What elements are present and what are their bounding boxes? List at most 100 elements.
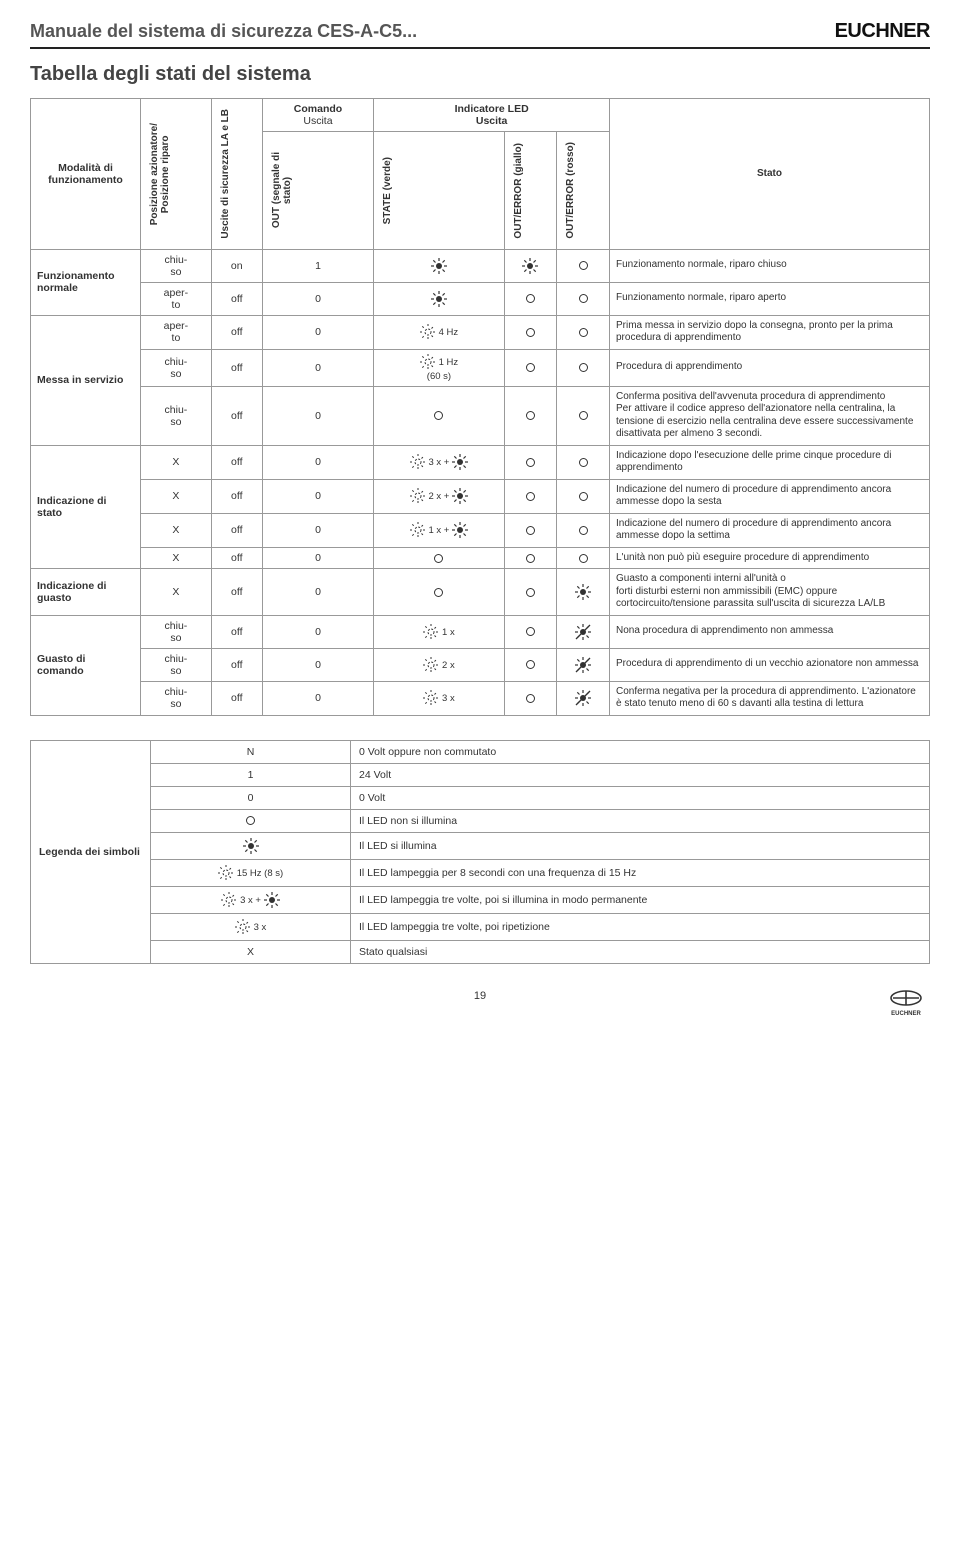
led-off-icon [526, 526, 535, 535]
cell-state-verde [374, 386, 504, 445]
led-off-icon [526, 492, 535, 501]
mode-cell: Guasto di comando [31, 615, 141, 715]
cell-giallo [504, 569, 557, 616]
col-posizione: Posizione azionatore/Posizione riparo [147, 117, 173, 231]
cell-state-verde: 4 Hz [374, 315, 504, 349]
cell-la-lb: off [211, 282, 262, 315]
cell-rosso [557, 615, 610, 648]
legend-row: 3 xIl LED lampeggia tre volte, poi ripet… [31, 913, 930, 940]
group-comando: ComandoUscita [262, 99, 374, 132]
table-row: Funzionamento normalechiu-soon1Funzionam… [31, 249, 930, 282]
cell-out: 0 [262, 569, 374, 616]
cell-state-verde: 1 Hz(60 s) [374, 349, 504, 386]
cell-posizione: chiu-so [141, 615, 212, 648]
legend-symbol [151, 832, 351, 859]
table-row: Xoff0L'unità non può più eseguire proced… [31, 547, 930, 569]
legend-row: 3 x + Il LED lampeggia tre volte, poi si… [31, 886, 930, 913]
cell-stato: Conferma negativa per la procedura di ap… [610, 681, 930, 715]
cell-posizione: chiu-so [141, 386, 212, 445]
cell-la-lb: off [211, 386, 262, 445]
cell-out: 0 [262, 648, 374, 681]
legend-description: Il LED lampeggia tre volte, poi si illum… [351, 886, 930, 913]
led-off-icon [526, 694, 535, 703]
cell-posizione: X [141, 445, 212, 479]
led-off-icon [434, 411, 443, 420]
led-off-icon [579, 554, 588, 563]
cell-la-lb: off [211, 547, 262, 569]
legend-description: Il LED si illumina [351, 832, 930, 859]
cell-giallo [504, 513, 557, 547]
cell-stato: Nona procedura di apprendimento non amme… [610, 615, 930, 648]
cell-la-lb: off [211, 569, 262, 616]
table-row: chiu-sooff0 1 Hz(60 s)Procedura di appre… [31, 349, 930, 386]
cell-stato: Funzionamento normale, riparo aperto [610, 282, 930, 315]
col-mode: Modalità di funzionamento [31, 99, 141, 250]
cell-stato: Procedura di apprendimento di un vecchio… [610, 648, 930, 681]
table-row: chiu-sooff0Conferma positiva dell'avvenu… [31, 386, 930, 445]
cell-out: 0 [262, 547, 374, 569]
legend-symbol: 15 Hz (8 s) [151, 859, 351, 886]
cell-out: 0 [262, 615, 374, 648]
legend-symbol: 0 [151, 786, 351, 809]
cell-giallo [504, 349, 557, 386]
cell-state-verde [374, 249, 504, 282]
cell-state-verde: 3 x [374, 681, 504, 715]
col-out-signal: OUT (segnale distato) [269, 146, 295, 234]
led-off-icon [579, 261, 588, 270]
cell-state-verde: 1 x + [374, 513, 504, 547]
brand-logo: EUCHNER [835, 20, 930, 43]
legend-row: Il LED si illumina [31, 832, 930, 859]
cell-state-verde [374, 569, 504, 616]
led-off-icon [526, 411, 535, 420]
led-off-icon [579, 294, 588, 303]
legend-symbol: 1 [151, 763, 351, 786]
cell-rosso [557, 648, 610, 681]
legend-description: Il LED lampeggia per 8 secondi con una f… [351, 859, 930, 886]
cell-stato: Procedura di apprendimento [610, 349, 930, 386]
led-off-icon [526, 294, 535, 303]
table-row: Indicazione di statoXoff0 3 x + Indicazi… [31, 445, 930, 479]
cell-rosso [557, 569, 610, 616]
cell-la-lb: off [211, 513, 262, 547]
cell-posizione: aper-to [141, 315, 212, 349]
led-off-icon [526, 660, 535, 669]
cell-out: 0 [262, 681, 374, 715]
cell-posizione: chiu-so [141, 648, 212, 681]
led-off-icon [579, 411, 588, 420]
col-out-error-rosso: OUT/ERROR (rosso) [563, 136, 578, 245]
cell-rosso [557, 513, 610, 547]
cell-giallo [504, 249, 557, 282]
led-off-icon [579, 328, 588, 337]
legend-row: Il LED non si illumina [31, 809, 930, 832]
cell-rosso [557, 349, 610, 386]
mode-cell: Funzionamento normale [31, 249, 141, 315]
led-off-icon [579, 363, 588, 372]
cell-state-verde [374, 547, 504, 569]
section-title: Tabella degli stati del sistema [30, 63, 930, 86]
cell-rosso [557, 386, 610, 445]
cell-stato: Prima messa in servizio dopo la consegna… [610, 315, 930, 349]
legend-symbol: 3 x + [151, 886, 351, 913]
led-off-icon [434, 588, 443, 597]
legend-description: Stato qualsiasi [351, 940, 930, 963]
cell-posizione: X [141, 569, 212, 616]
table-row: chiu-sooff0 3 xConferma negativa per la … [31, 681, 930, 715]
cell-la-lb: off [211, 615, 262, 648]
cell-out: 1 [262, 249, 374, 282]
cell-out: 0 [262, 479, 374, 513]
led-off-icon [526, 627, 535, 636]
cell-posizione: X [141, 479, 212, 513]
cell-giallo [504, 681, 557, 715]
legend-description: 24 Volt [351, 763, 930, 786]
cell-rosso [557, 547, 610, 569]
cell-state-verde: 2 x [374, 648, 504, 681]
legend-symbol [151, 809, 351, 832]
cell-stato: L'unità non può più eseguire procedure d… [610, 547, 930, 569]
legend-symbol: 3 x [151, 913, 351, 940]
led-off-icon [526, 588, 535, 597]
cell-stato: Indicazione dopo l'esecuzione delle prim… [610, 445, 930, 479]
system-states-table: Modalità di funzionamentoPosizione azion… [30, 98, 930, 716]
cell-out: 0 [262, 386, 374, 445]
cell-rosso [557, 479, 610, 513]
led-off-icon [579, 526, 588, 535]
